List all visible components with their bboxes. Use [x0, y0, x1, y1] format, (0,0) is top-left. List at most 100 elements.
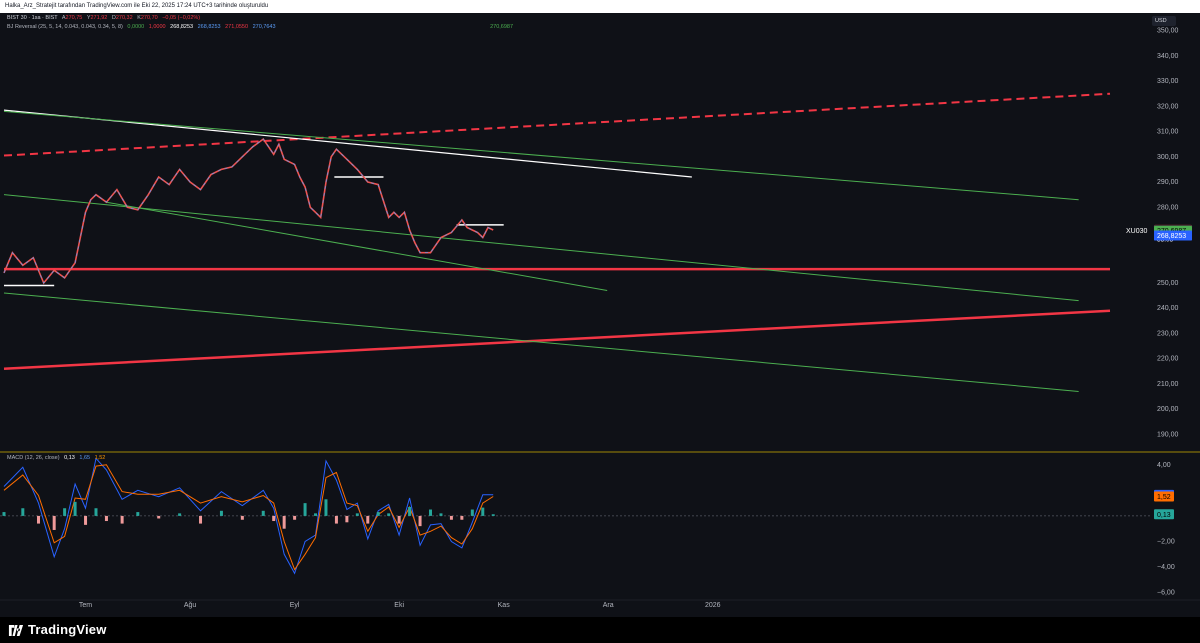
macd-line-value: 1,65	[79, 455, 91, 461]
macd-histogram-bar	[481, 507, 485, 516]
price-tick-label: 200,00	[1157, 406, 1179, 413]
macd-histogram-bar	[36, 515, 40, 524]
macd-histogram-bar	[397, 515, 401, 524]
macd-tick-label: −2,00	[1157, 538, 1175, 545]
macd-histogram-bar	[84, 515, 88, 525]
macd-histogram-bar	[120, 515, 124, 524]
macd-histogram-bar	[293, 515, 297, 520]
macd-histogram-bar	[429, 509, 433, 516]
price-tick-label: 290,00	[1157, 179, 1179, 186]
ohlc-open-value: 270,75	[65, 15, 83, 21]
currency-selector[interactable]: USD	[1152, 16, 1176, 26]
macd-hist-value: 0,13	[64, 455, 75, 461]
macd-tick-label: −4,00	[1157, 564, 1175, 571]
price-tick-label: 340,00	[1157, 53, 1179, 60]
price-tick-label: 300,00	[1157, 154, 1179, 161]
price-tick-label: 220,00	[1157, 356, 1179, 363]
symbol-label: XU030	[1126, 228, 1148, 235]
macd-series-line	[3, 464, 494, 571]
ohlc-open: A270,75	[62, 15, 83, 21]
macd-histogram-bar	[408, 506, 412, 516]
macd-histogram-bar	[261, 510, 265, 516]
indicator-title[interactable]: BJ Reversal (25, 5, 14, 0.043, 0.043, 0.…	[7, 24, 123, 30]
indicator-value: 268,8253	[170, 24, 194, 30]
ohlc-close-label: K	[137, 15, 141, 21]
indicator-value: 270,7643	[252, 24, 276, 30]
macd-histogram-bar	[94, 508, 98, 516]
macd-histogram-bar	[439, 513, 443, 516]
macd-histogram-bar	[178, 513, 182, 516]
macd-histogram-bar	[104, 515, 108, 522]
macd-histogram-bar	[376, 512, 380, 516]
price-line	[3, 137, 494, 285]
ohlc-low-value: 270,32	[115, 15, 133, 21]
indicator-value: 268,8253	[197, 24, 221, 30]
price-tick-label: 230,00	[1157, 330, 1179, 337]
macd-histogram-bar	[460, 515, 464, 520]
macd-histogram-bar	[387, 513, 391, 516]
indicator-value: 271,0550	[225, 24, 249, 30]
macd-histogram-bar	[52, 515, 56, 530]
attribution-bar: Halka_Arz_Stratejit tarafından TradingVi…	[0, 0, 1200, 13]
price-tick-label: 320,00	[1157, 103, 1179, 110]
time-tick-label: Kas	[498, 602, 511, 609]
ohlc-close: K270,70	[137, 15, 158, 21]
macd-badge	[1154, 509, 1174, 520]
macd-histogram-bar	[2, 512, 6, 516]
macd-title[interactable]: MACD (12, 26, close)	[7, 455, 60, 461]
macd-histogram-bar	[418, 515, 422, 527]
price-badge	[1154, 230, 1192, 241]
macd-histogram-bar	[199, 515, 203, 524]
price-tick-label: 250,00	[1157, 280, 1179, 287]
macd-tick-label: 4,00	[1157, 462, 1171, 469]
price-tick-label: 310,00	[1157, 129, 1179, 136]
tradingview-wordmark: TradingView	[28, 622, 107, 637]
macd-legend[interactable]: MACD (12, 26, close) 0,13 1,65 1,52	[7, 455, 108, 461]
macd-histogram-bar	[345, 515, 349, 523]
price-tick-label: 210,00	[1157, 381, 1179, 388]
trendline	[3, 92, 1111, 157]
trendline	[3, 309, 1111, 370]
time-tick-label: Eki	[394, 602, 404, 609]
macd-histogram-bar	[219, 510, 223, 516]
price-chart[interactable]: 350,00 340,00 330,00 320,00 310,00 300,00 290,…	[0, 0, 1200, 617]
macd-badge-label: 0,13	[1157, 512, 1171, 519]
macd-histogram-bar	[21, 508, 25, 516]
macd-histogram-bar	[157, 515, 161, 519]
macd-histogram-bar	[449, 515, 453, 520]
macd-histogram-bar	[73, 501, 77, 516]
ohlc-open-label: A	[61, 15, 66, 21]
ohlc-change: −0,05 (−0,02%)	[162, 15, 201, 21]
macd-histogram-bar	[282, 515, 286, 529]
macd-histogram-bar	[334, 515, 338, 524]
price-tick-label: 350,00	[1157, 28, 1179, 35]
price-tick-label: 190,00	[1157, 431, 1179, 438]
footer-bar: TradingView	[0, 617, 1200, 643]
attribution-text: Halka_Arz_Stratejit tarafından TradingVi…	[5, 3, 269, 9]
macd-badge-label: 1,52	[1157, 494, 1171, 501]
time-tick-label: 2026	[705, 602, 721, 609]
trendline	[3, 292, 1079, 392]
macd-histogram-bar	[240, 515, 244, 520]
macd-tick-label: −6,00	[1157, 590, 1175, 597]
indicator-value: 1,0000	[148, 24, 166, 30]
indicator-legend[interactable]: BJ Reversal (25, 5, 14, 0.043, 0.043, 0.…	[7, 24, 516, 30]
symbol-legend[interactable]: BIST 30 · 1sa · BIST A270,75 Y271,92 D27…	[7, 15, 203, 21]
ohlc-high-value: 271,92	[90, 15, 108, 21]
macd-signal-value: 1,52	[94, 455, 106, 461]
symbol-title[interactable]: BIST 30 · 1sa · BIST	[7, 15, 58, 21]
ohlc-low: D270,32	[112, 15, 133, 21]
macd-histogram-bar	[303, 503, 307, 516]
macd-histogram-bar	[314, 513, 318, 516]
macd-histogram-bar	[63, 508, 67, 516]
indicator-value: 270,6987	[490, 24, 514, 30]
time-tick-label: Eyl	[290, 602, 300, 609]
ohlc-close-value: 270,70	[140, 15, 158, 21]
price-line-overlay	[3, 138, 494, 284]
macd-histogram-bar	[272, 515, 276, 522]
time-tick-label: Tem	[79, 602, 92, 609]
price-tick-label: 240,00	[1157, 305, 1179, 312]
time-tick-label: Ağu	[184, 602, 197, 609]
ohlc-low-label: D	[111, 15, 116, 21]
macd-histogram-bar	[324, 499, 328, 516]
